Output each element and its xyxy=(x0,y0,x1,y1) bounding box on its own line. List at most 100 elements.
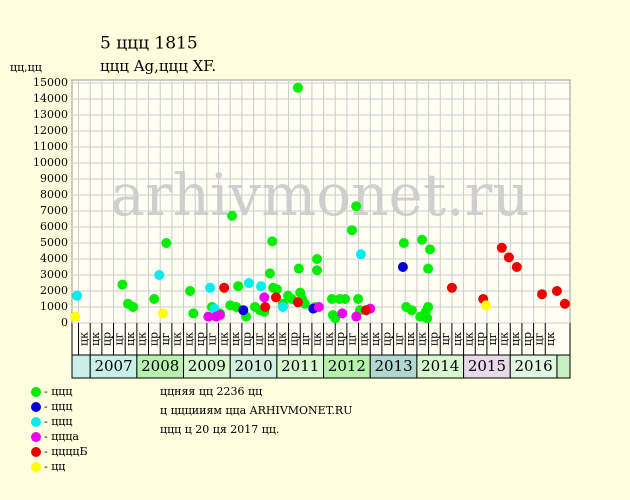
year-row-edge xyxy=(556,354,571,379)
year-label: 2014 xyxy=(421,357,459,375)
point xyxy=(271,284,282,295)
point xyxy=(292,297,303,308)
point xyxy=(260,302,271,312)
legend-label: - цццa xyxy=(44,430,79,443)
point xyxy=(270,292,281,303)
point xyxy=(149,294,160,304)
point xyxy=(256,281,267,292)
y-tick-label: 13000 xyxy=(33,108,68,121)
point xyxy=(205,282,216,293)
x-tick-label: цк xyxy=(404,332,417,346)
point xyxy=(340,294,351,304)
point xyxy=(536,289,547,300)
point xyxy=(233,281,244,292)
y-tick-label: 10000 xyxy=(33,156,68,169)
y-tick-label: 4000 xyxy=(40,252,68,265)
chart-subtitle: ццц Ag,ццц XF. xyxy=(100,57,216,75)
point xyxy=(361,305,372,316)
year-label: 2012 xyxy=(328,357,366,375)
legend-label: - цц xyxy=(44,460,65,473)
x-tick-label: цг xyxy=(159,332,172,345)
point xyxy=(243,278,254,288)
x-tick-label: цк xyxy=(124,332,137,346)
legend-marker xyxy=(31,387,41,397)
point xyxy=(330,313,341,324)
x-tick-label: цр xyxy=(427,332,440,346)
year-label: 2010 xyxy=(234,357,272,375)
point xyxy=(496,242,507,253)
point xyxy=(503,252,514,263)
point xyxy=(293,263,304,274)
y-tick-label: 8000 xyxy=(40,188,68,201)
legend-marker xyxy=(31,462,41,472)
point xyxy=(264,268,275,279)
x-tick-label: цк xyxy=(136,332,149,346)
y-tick-label: 2000 xyxy=(40,284,68,297)
x-tick-label: цг xyxy=(486,332,499,345)
legend-marker xyxy=(31,402,41,412)
point xyxy=(267,236,278,247)
point xyxy=(326,294,337,304)
point xyxy=(423,263,434,274)
x-tick-label: цк xyxy=(89,332,102,346)
x-tick-label: цк xyxy=(544,332,557,346)
point xyxy=(158,308,169,319)
legend-label: - ццццБ xyxy=(44,445,88,458)
y-tick-label: 12000 xyxy=(33,124,68,137)
x-tick-label: цг xyxy=(532,332,545,345)
x-tick-label: цк xyxy=(451,332,464,346)
x-tick-label: цг xyxy=(299,332,312,345)
x-tick-label: цр xyxy=(381,332,394,346)
y-tick-label: 7000 xyxy=(40,204,68,217)
y-axis-label: цц,цц xyxy=(10,61,42,74)
legend-label: - ццц xyxy=(44,415,72,428)
x-tick-label: цг xyxy=(112,332,125,345)
chart-title: 5 ццц 1815 xyxy=(100,34,198,54)
point xyxy=(559,298,570,309)
x-tick-label: цг xyxy=(392,332,405,345)
year-label: 2015 xyxy=(468,357,506,375)
legend-label: - ццц xyxy=(44,385,72,398)
note: ццц ц 20 ця 2017 цц. xyxy=(160,423,279,436)
point xyxy=(312,254,323,264)
x-tick-label: цр xyxy=(241,332,254,346)
x-tick-label: цк xyxy=(369,332,382,346)
x-tick-label: цг xyxy=(439,332,452,345)
x-tick-label: цк xyxy=(322,332,335,346)
x-tick-label: цк xyxy=(509,332,522,346)
x-tick-label: цг xyxy=(252,332,265,345)
point xyxy=(185,286,196,296)
legend-marker xyxy=(31,417,41,427)
x-tick-label: цр xyxy=(334,332,347,346)
x-tick-label: цк xyxy=(357,332,370,346)
x-tick-label: цр xyxy=(287,332,300,346)
year-label: 2013 xyxy=(374,357,412,375)
point xyxy=(227,210,238,221)
point xyxy=(353,294,364,304)
point xyxy=(347,225,358,236)
legend-marker xyxy=(31,432,41,442)
x-tick-label: цк xyxy=(171,332,184,346)
x-tick-label: цр xyxy=(521,332,534,346)
point xyxy=(154,270,165,280)
point xyxy=(351,201,362,212)
year-label: 2016 xyxy=(515,357,553,375)
y-tick-label: 11000 xyxy=(33,140,68,153)
point xyxy=(312,265,323,276)
x-tick-label: цр xyxy=(474,332,487,346)
year-label: 2008 xyxy=(141,357,179,375)
x-tick-label: цк xyxy=(416,332,429,346)
x-tick-label: цр xyxy=(194,332,207,346)
point xyxy=(398,238,409,248)
point xyxy=(117,279,128,290)
point xyxy=(424,244,435,255)
y-tick-label: 14000 xyxy=(33,92,68,105)
x-tick-label: цг xyxy=(206,332,219,345)
y-tick-label: 9000 xyxy=(40,172,68,185)
x-tick-label: цк xyxy=(77,332,90,346)
x-tick-label: цр xyxy=(101,332,114,346)
x-tick-label: цр xyxy=(147,332,160,346)
point xyxy=(214,310,225,320)
y-tick-label: 5000 xyxy=(40,236,68,249)
